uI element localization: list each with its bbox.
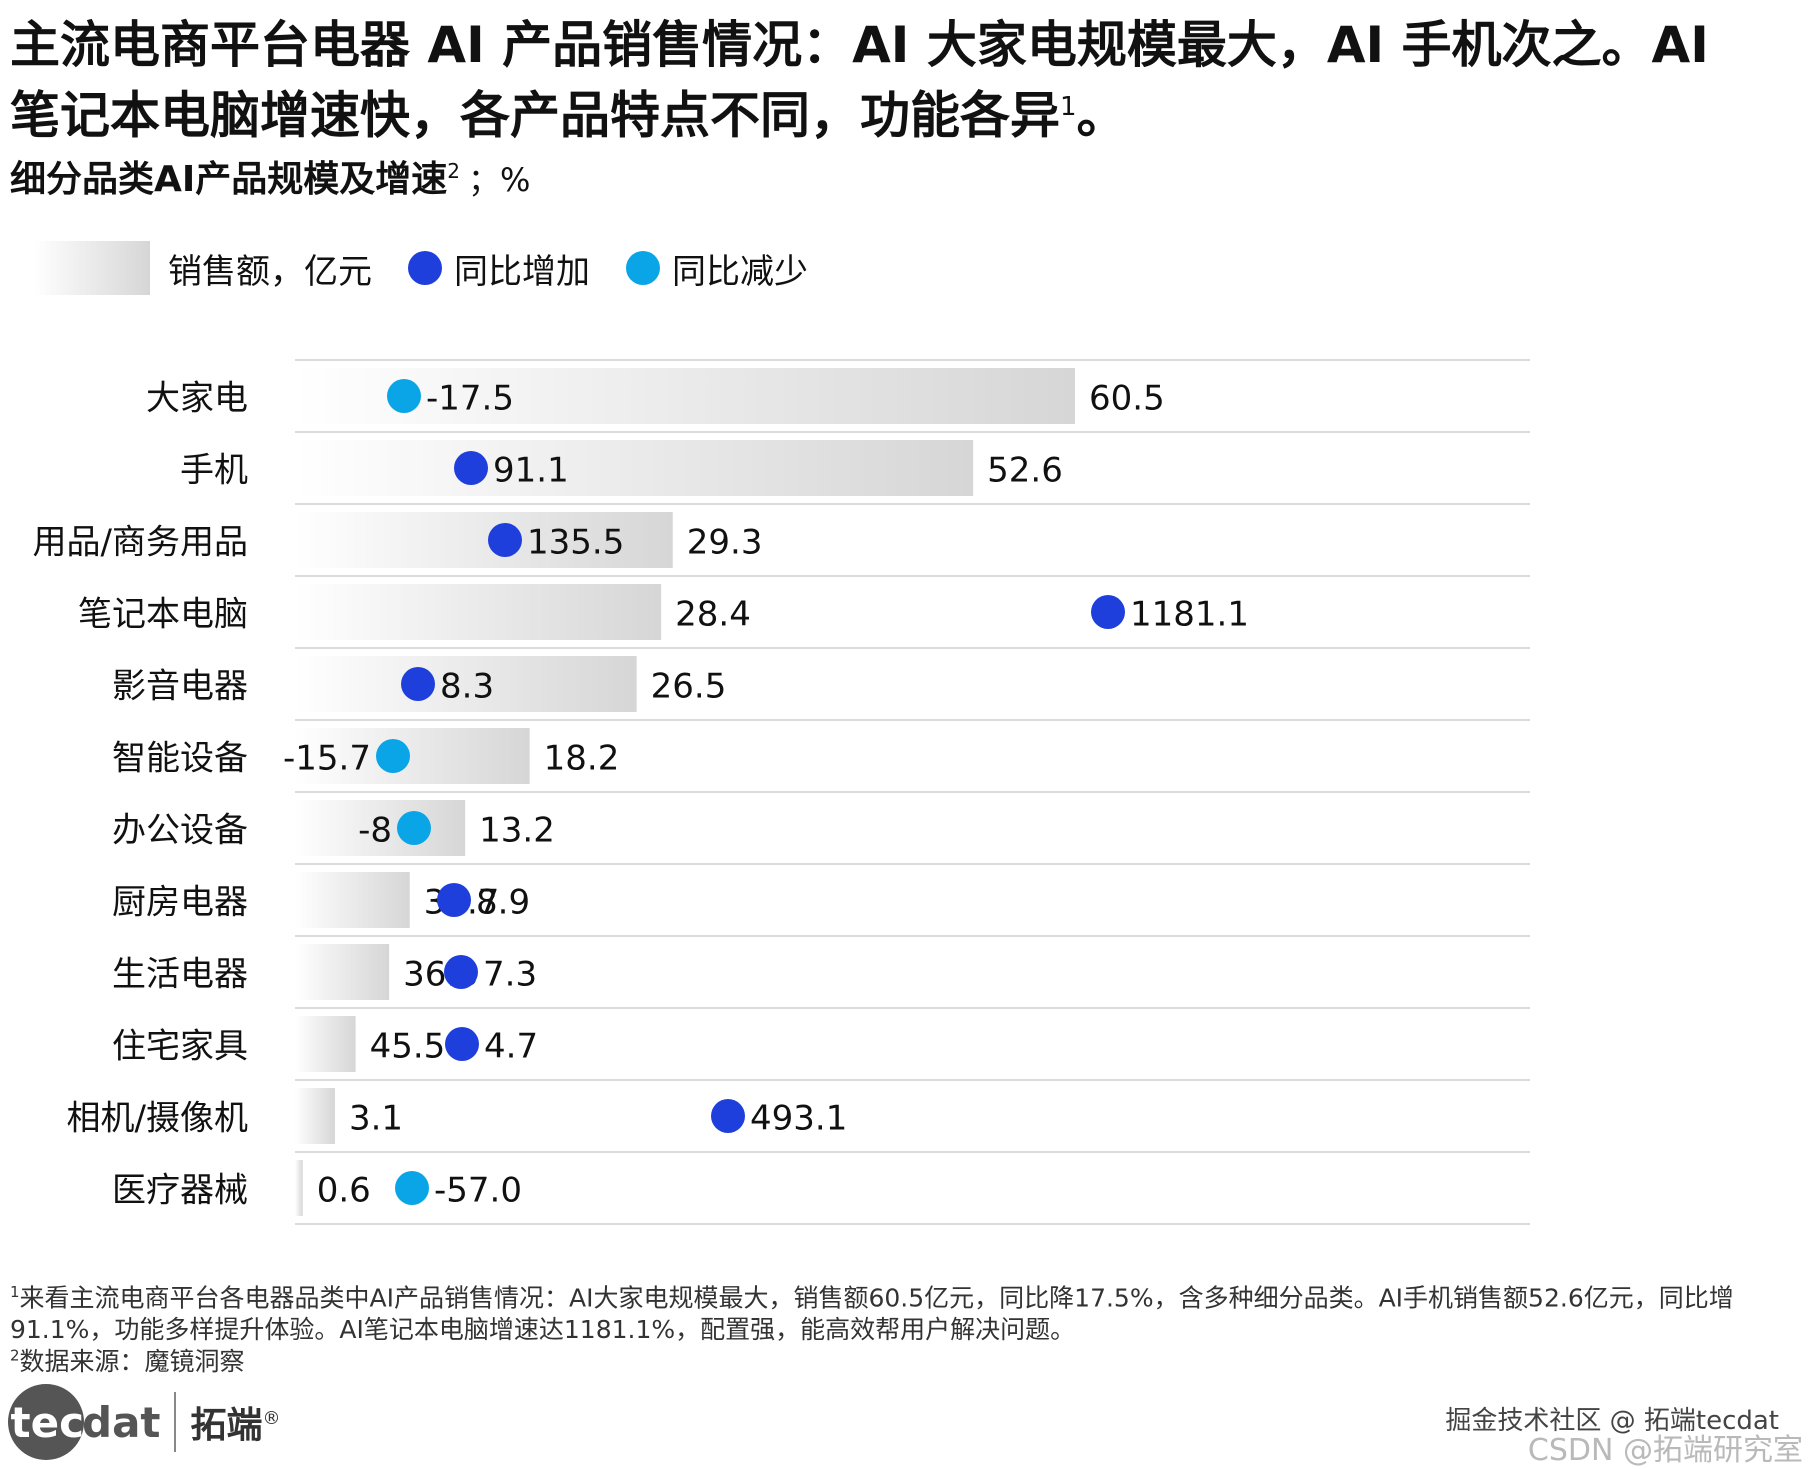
category-label: 生活电器 (112, 955, 248, 995)
legend-increase-label: 同比增加 (454, 251, 590, 292)
footnote: 1来看主流电商平台各电器品类中AI产品销售情况：AI大家电规模最大，销售额60.… (10, 1276, 1800, 1346)
subtitle-footnote-mark: 2 (447, 159, 460, 183)
legend-bar-label: 销售额，亿元 (168, 251, 372, 292)
sales-bar (295, 656, 637, 712)
growth-value-label: -15.7 (283, 739, 371, 779)
growth-marker (437, 883, 471, 917)
growth-marker (397, 811, 431, 845)
footnote-text: 来看主流电商平台各电器品类中AI产品销售情况：AI大家电规模最大，销售额60.5… (10, 1283, 1734, 1345)
chart-subtitle: 细分品类AI产品规模及增速2 ；% (10, 150, 530, 202)
legend-increase-dot (408, 251, 442, 285)
category-label: 相机/摄像机 (67, 1099, 248, 1139)
sales-value-label: 0.6 (317, 1171, 371, 1211)
growth-marker (711, 1099, 745, 1133)
sales-value-label: 28.4 (675, 595, 751, 635)
subtitle-text: 细分品类AI产品规模及增速 (10, 159, 448, 200)
sales-value-label: 52.6 (987, 451, 1063, 491)
category-label: 大家电 (146, 379, 248, 419)
watermark-csdn: CSDN @拓端研究室 (1527, 1433, 1803, 1468)
legend-bar-swatch (34, 241, 150, 295)
title-footnote-mark: 1 (1060, 92, 1077, 122)
sales-bar (295, 440, 974, 496)
category-label: 手机 (180, 451, 248, 491)
title-line2: 笔记本电脑增速快，各产品特点不同，功能各异 (10, 86, 1060, 145)
sales-value-label: 45.5 (370, 1027, 446, 1067)
source-note: 2数据来源：魔镜洞察 (10, 1342, 245, 1378)
sales-value-label: 60.5 (1089, 379, 1165, 419)
growth-marker (454, 451, 488, 485)
growth-marker (387, 379, 421, 413)
category-label: 用品/商务用品 (33, 523, 248, 563)
logo-text-right: dat (82, 1397, 161, 1447)
growth-marker (488, 523, 522, 557)
sales-value-label: 26.5 (651, 667, 727, 707)
page-title: 主流电商平台电器 AI 产品销售情况：AI 大家电规模最大，AI 手机次之。AI… (10, 14, 1800, 147)
sales-bar (295, 1088, 335, 1144)
sales-value-label: 13.2 (479, 811, 555, 851)
category-label: 办公设备 (112, 811, 248, 851)
growth-value-label: 8.9 (476, 883, 530, 923)
growth-value-label: -57.0 (434, 1171, 522, 1211)
sales-bar (295, 512, 673, 568)
source-text: 数据来源：魔镜洞察 (19, 1347, 245, 1376)
growth-value-label: 7.3 (483, 955, 537, 995)
sales-bar (295, 944, 390, 1000)
logo-separator (174, 1392, 177, 1452)
sales-bar (295, 368, 1075, 424)
category-label: 智能设备 (112, 739, 248, 779)
sales-value-label: 18.2 (544, 739, 620, 779)
bar-chart: 大家电 60.5 -17.5 手机 52.6 91.1 用品/商务用品 29.3 135.5 笔记… (33, 359, 1530, 1225)
brand-cn-text: 拓端 (190, 1405, 263, 1446)
footnote-mark: 1 (10, 1283, 20, 1301)
title-line1: 主流电商平台电器 AI 产品销售情况：AI 大家电规模最大，AI 手机次之。AI (10, 16, 1709, 74)
brand-logo: tec dat 拓端® (8, 1384, 281, 1460)
logo-text-left: tec (10, 1397, 84, 1447)
subtitle-unit: ；% (468, 161, 531, 199)
sales-bar (295, 584, 662, 640)
legend-decrease-dot (626, 251, 660, 285)
sales-bar (295, 728, 530, 784)
sales-bar (295, 1160, 303, 1216)
growth-marker (401, 667, 435, 701)
logo-circle: tec (8, 1384, 84, 1460)
growth-value-label: 91.1 (493, 451, 569, 491)
growth-value-label: 493.1 (750, 1099, 847, 1139)
growth-value-label: 135.5 (527, 523, 624, 563)
title-end: 。 (1076, 86, 1127, 145)
sales-bar (295, 1016, 356, 1072)
sales-value-label: 3.1 (349, 1099, 403, 1139)
sales-value-label: 29.3 (687, 523, 763, 563)
sales-bar (295, 800, 466, 856)
category-label: 住宅家具 (112, 1027, 248, 1067)
growth-marker (1091, 595, 1125, 629)
legend: 销售额，亿元 同比增加 同比减少 (34, 240, 808, 296)
source-mark: 2 (10, 1346, 20, 1365)
brand-cn: 拓端® (190, 1396, 280, 1448)
growth-value-label: 4.7 (484, 1027, 538, 1067)
growth-marker (395, 1171, 429, 1205)
category-label: 影音电器 (112, 667, 248, 707)
watermark: 掘金技术社区 @ 拓端tecdat (1445, 1406, 1779, 1436)
growth-value-label: -17.5 (426, 379, 514, 419)
legend-decrease-label: 同比减少 (672, 251, 808, 292)
category-label: 医疗器械 (112, 1171, 248, 1211)
growth-marker (376, 739, 410, 773)
growth-marker (444, 955, 478, 989)
growth-value-label: 1181.1 (1130, 595, 1249, 635)
brand-reg-mark: ® (262, 1408, 281, 1429)
sales-bar (295, 872, 410, 928)
category-label: 笔记本电脑 (78, 595, 248, 635)
growth-marker (445, 1027, 479, 1061)
category-label: 厨房电器 (112, 883, 248, 923)
growth-value-label: 8.3 (440, 667, 494, 707)
growth-value-label: -8 (358, 811, 392, 851)
